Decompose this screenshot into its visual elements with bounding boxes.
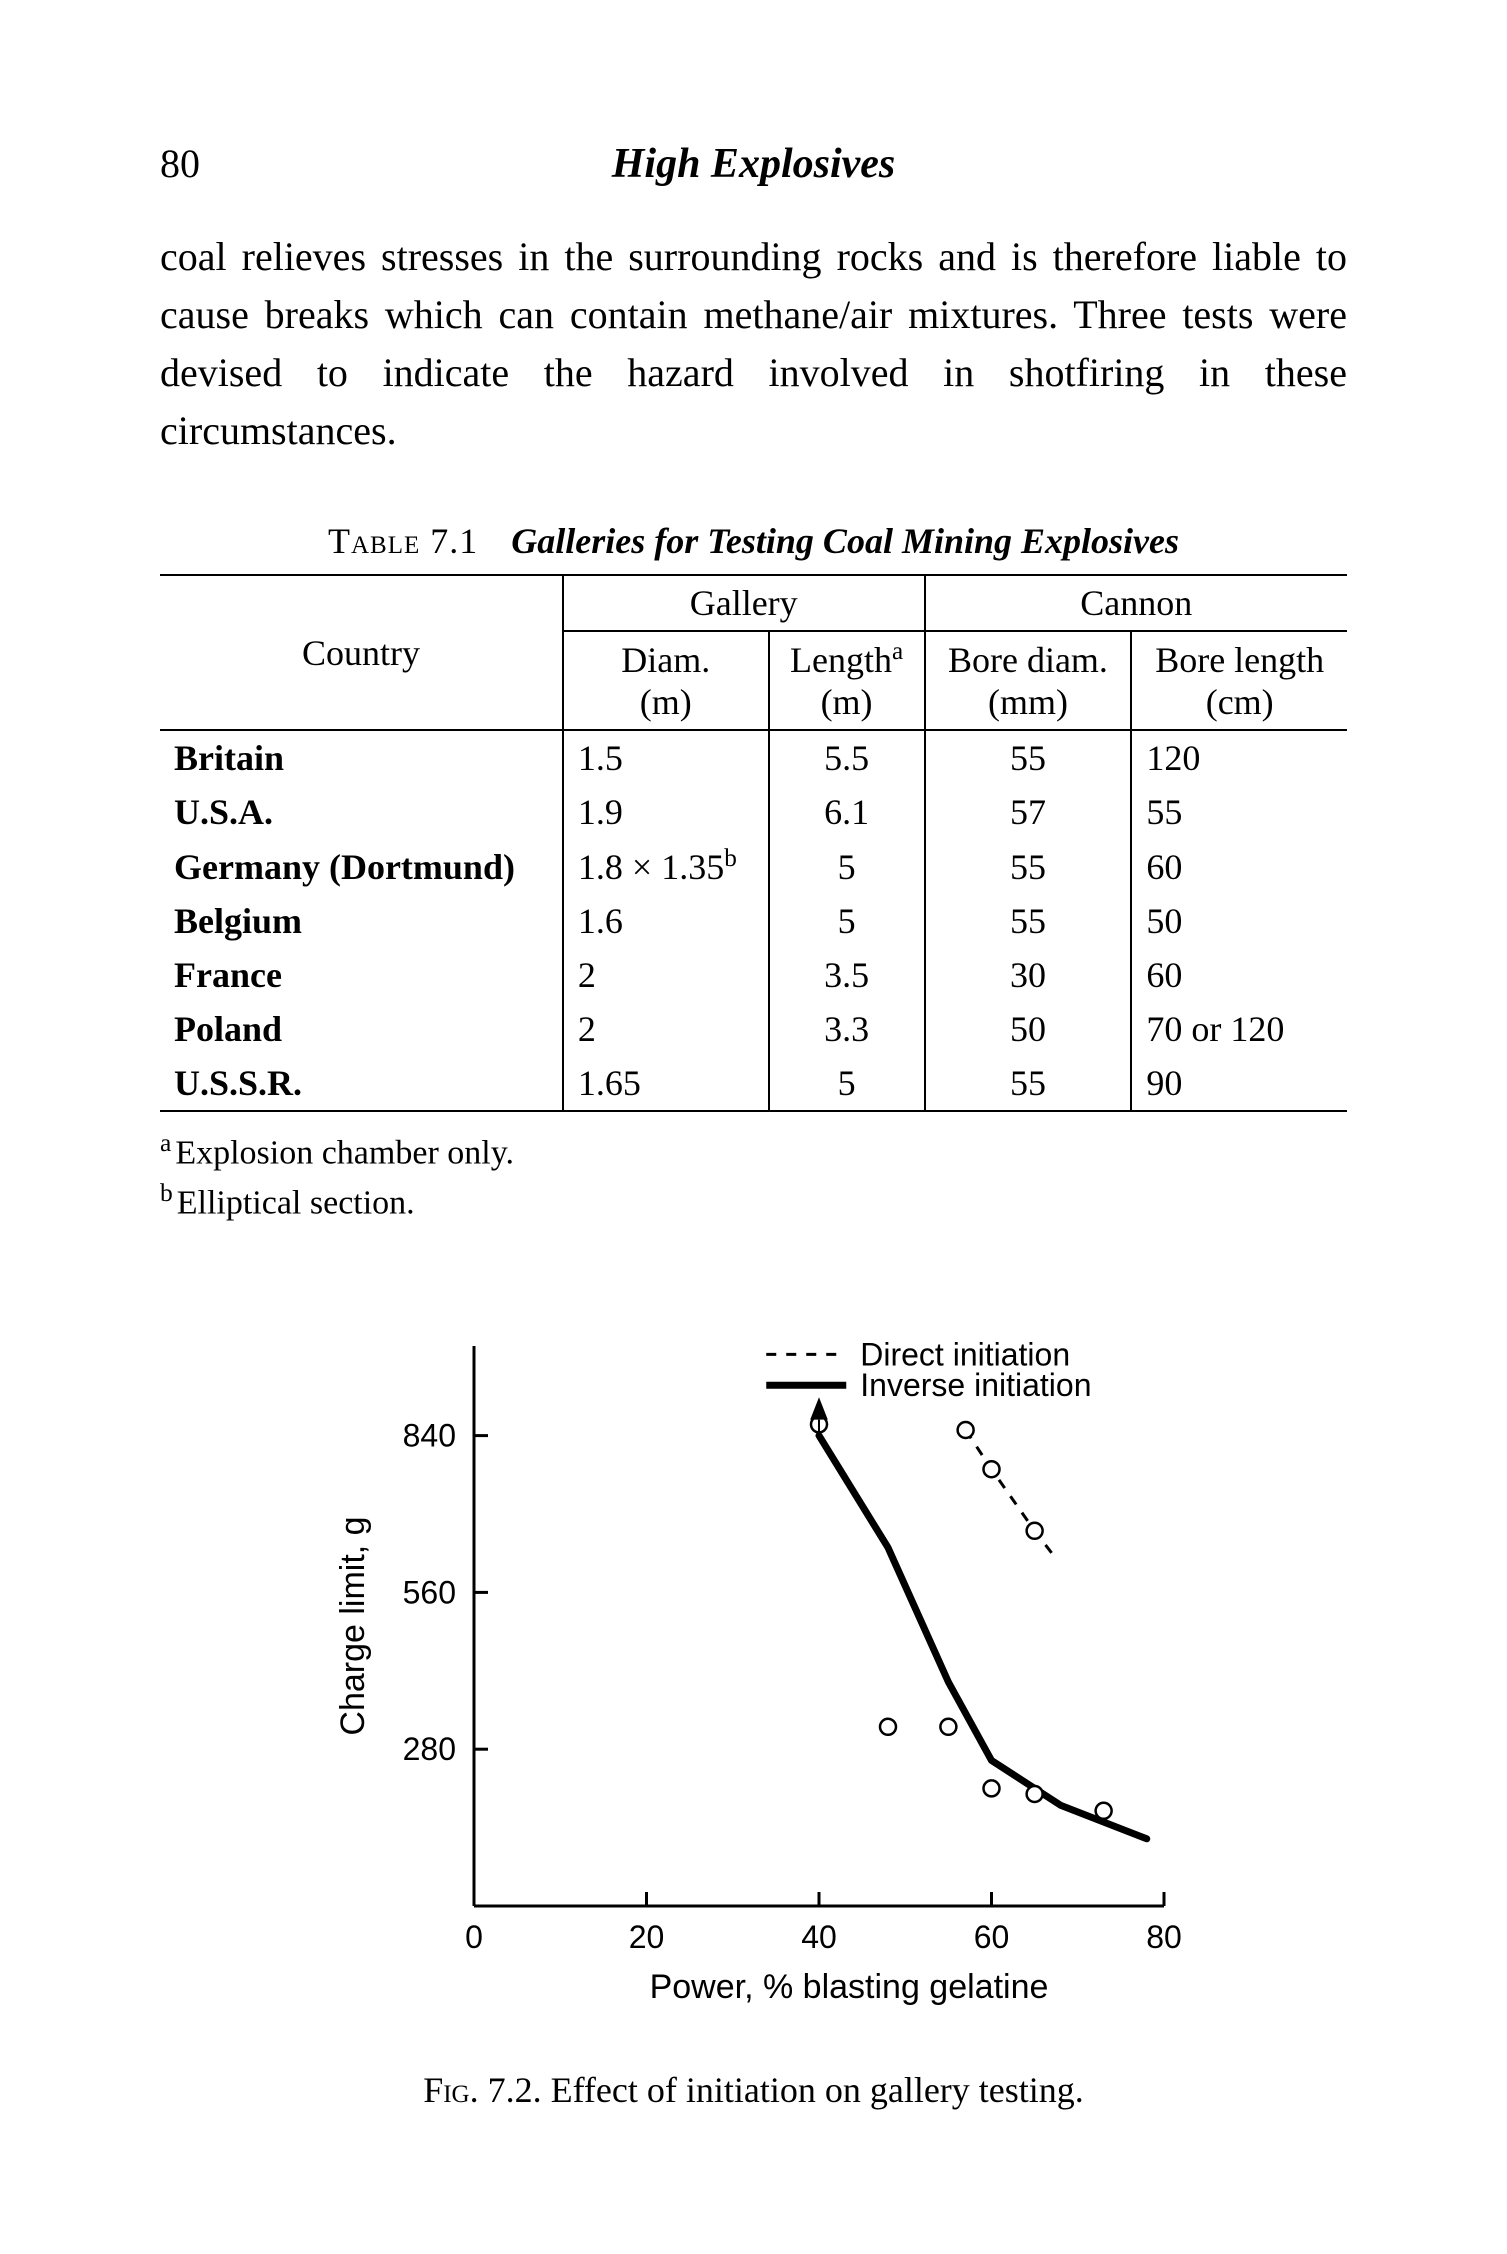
cell-bore-len: 60	[1131, 948, 1347, 1002]
cell-bore-diam: 57	[925, 785, 1132, 839]
table-row: Germany (Dortmund)1.8 × 1.35b55560	[160, 839, 1347, 894]
cell-country: Belgium	[160, 894, 563, 948]
figure-caption: Fig. 7.2. Effect of initiation on galler…	[160, 2069, 1347, 2111]
table-row: U.S.A.1.96.15755	[160, 785, 1347, 839]
cell-length: 6.1	[769, 785, 925, 839]
running-head: 80 High Explosives	[160, 140, 1347, 188]
cell-diam: 1.65	[563, 1056, 769, 1111]
footnote-a-mark: a	[160, 1128, 171, 1157]
cell-length: 5	[769, 894, 925, 948]
th-borediam-label: Bore diam.	[948, 640, 1108, 680]
th-borediam: Bore diam. (mm)	[925, 631, 1132, 730]
svg-text:60: 60	[973, 1919, 1009, 1955]
th-borelen: Bore length (cm)	[1131, 631, 1347, 730]
table-row: France23.53060	[160, 948, 1347, 1002]
table-row: Poland23.35070 or 120	[160, 1002, 1347, 1056]
th-length: Lengtha (m)	[769, 631, 925, 730]
th-borediam-unit: (mm)	[988, 682, 1068, 722]
gallery-table: Country Gallery Cannon Diam. (m) Lengtha…	[160, 574, 1347, 1112]
footnote-a-text: Explosion chamber only.	[175, 1134, 514, 1171]
figure-7-2: 0 20 40 60 80 280 560 840 Power, % blasting gela…	[160, 1316, 1347, 2111]
page: 80 High Explosives coal relieves stresse…	[0, 0, 1507, 2254]
cell-bore-len: 70 or 120	[1131, 1002, 1347, 1056]
footnote-b-mark: b	[160, 1178, 173, 1207]
th-borelen-unit: (cm)	[1206, 682, 1274, 722]
svg-text:Power, % blasting gelatine: Power, % blasting gelatine	[649, 1968, 1048, 2006]
th-length-unit: (m)	[821, 682, 873, 722]
cell-country: Britain	[160, 730, 563, 785]
svg-text:20: 20	[628, 1919, 664, 1955]
table-caption: Table 7.1 Galleries for Testing Coal Min…	[160, 520, 1347, 562]
table-caption-label: Table 7.1	[328, 521, 478, 561]
table-row: Britain1.55.555120	[160, 730, 1347, 785]
cell-diam: 2	[563, 1002, 769, 1056]
svg-text:280: 280	[402, 1732, 455, 1768]
svg-text:840: 840	[402, 1418, 455, 1454]
cell-diam: 1.9	[563, 785, 769, 839]
cell-bore-len: 90	[1131, 1056, 1347, 1111]
svg-text:0: 0	[465, 1919, 483, 1955]
cell-country: France	[160, 948, 563, 1002]
figure-svg: 0 20 40 60 80 280 560 840 Power, % blasting gela…	[304, 1316, 1204, 2036]
cell-length: 5	[769, 1056, 925, 1111]
svg-text:560: 560	[402, 1575, 455, 1611]
cell-length: 3.5	[769, 948, 925, 1002]
book-title: High Explosives	[160, 140, 1347, 188]
th-diam: Diam. (m)	[563, 631, 769, 730]
table-caption-title: Galleries for Testing Coal Mining Explos…	[511, 521, 1179, 561]
cell-bore-diam: 30	[925, 948, 1132, 1002]
cell-bore-len: 55	[1131, 785, 1347, 839]
cell-length: 5	[769, 839, 925, 894]
figure-caption-label: Fig. 7.2.	[423, 2070, 541, 2110]
cell-bore-diam: 50	[925, 1002, 1132, 1056]
cell-country: Poland	[160, 1002, 563, 1056]
cell-diam: 1.8 × 1.35b	[563, 839, 769, 894]
cell-bore-len: 120	[1131, 730, 1347, 785]
cell-bore-diam: 55	[925, 730, 1132, 785]
cell-country: U.S.S.R.	[160, 1056, 563, 1111]
footnote-b: bElliptical section.	[160, 1176, 1347, 1226]
cell-diam: 1.6	[563, 894, 769, 948]
svg-text:80: 80	[1146, 1919, 1182, 1955]
svg-text:Inverse initiation: Inverse initiation	[860, 1368, 1091, 1404]
cell-diam: 2	[563, 948, 769, 1002]
th-cannon: Cannon	[925, 575, 1347, 631]
cell-bore-diam: 55	[925, 894, 1132, 948]
table-row: Belgium1.655550	[160, 894, 1347, 948]
th-borelen-label: Bore length	[1155, 640, 1324, 680]
th-length-sup: a	[892, 638, 903, 665]
table-row: U.S.S.R.1.6555590	[160, 1056, 1347, 1111]
cell-length: 5.5	[769, 730, 925, 785]
footnote-a: aExplosion chamber only.	[160, 1126, 1347, 1176]
cell-country: Germany (Dortmund)	[160, 839, 563, 894]
cell-length: 3.3	[769, 1002, 925, 1056]
th-country: Country	[160, 575, 563, 730]
th-length-label: Length	[790, 640, 892, 680]
table-footnotes: aExplosion chamber only. bElliptical sec…	[160, 1126, 1347, 1226]
svg-text:40: 40	[801, 1919, 837, 1955]
body-paragraph: coal relieves stresses in the surroundin…	[160, 228, 1347, 460]
cell-bore-len: 50	[1131, 894, 1347, 948]
th-gallery: Gallery	[563, 575, 925, 631]
th-diam-label: Diam.	[621, 640, 710, 680]
th-diam-unit: (m)	[640, 682, 692, 722]
cell-bore-len: 60	[1131, 839, 1347, 894]
footnote-b-text: Elliptical section.	[177, 1185, 415, 1222]
svg-text:Charge limit, g: Charge limit, g	[334, 1517, 372, 1736]
figure-caption-text: Effect of initiation on gallery testing.	[551, 2070, 1084, 2110]
cell-bore-diam: 55	[925, 1056, 1132, 1111]
cell-country: U.S.A.	[160, 785, 563, 839]
cell-bore-diam: 55	[925, 839, 1132, 894]
cell-diam: 1.5	[563, 730, 769, 785]
